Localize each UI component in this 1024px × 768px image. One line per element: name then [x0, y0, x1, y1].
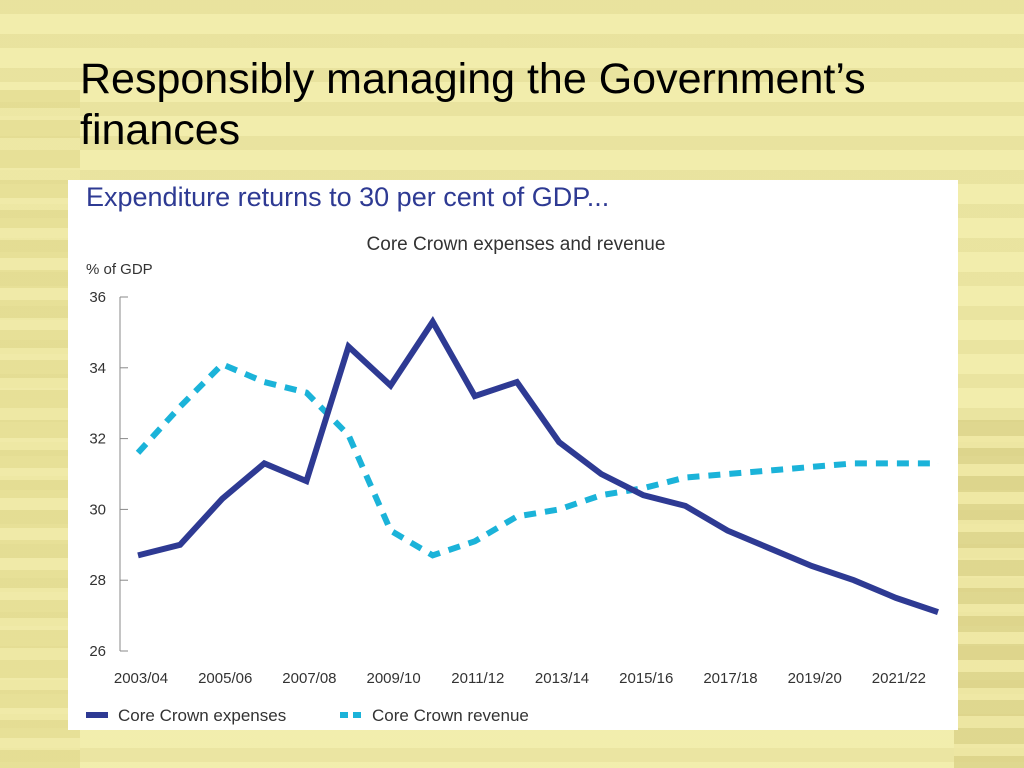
- x-tick-label: 2005/06: [198, 670, 252, 687]
- chart-title: Core Crown expenses and revenue: [367, 234, 666, 255]
- legend-label: Core Crown expenses: [118, 706, 286, 725]
- y-axis-label: % of GDP: [86, 261, 153, 278]
- series-line-expenses: [137, 316, 939, 615]
- axes: 26 28 30 32 34 36 2003/04 2005/06 2007/08 2009/10…: [89, 289, 926, 687]
- series-line-revenue: [135, 360, 938, 559]
- x-tick-label: 2021/22: [872, 670, 926, 687]
- x-tick-label: 2007/08: [282, 670, 336, 687]
- x-tick-label: 2003/04: [114, 670, 168, 687]
- x-tick-label: 2019/20: [788, 670, 842, 687]
- legend-label: Core Crown revenue: [372, 706, 529, 725]
- slide-title: Responsibly managing the Government’s fi…: [80, 55, 866, 154]
- x-tick-label: 2009/10: [367, 670, 421, 687]
- y-tick-label: 30: [89, 501, 106, 518]
- chart-panel: [68, 180, 958, 730]
- x-tick-label: 2017/18: [703, 670, 757, 687]
- chart-heading: Expenditure returns to 30 per cent of GD…: [86, 182, 610, 212]
- y-tick-label: 34: [89, 360, 106, 377]
- background-building-left: [0, 90, 80, 768]
- x-tick-label: 2015/16: [619, 670, 673, 687]
- y-tick-label: 32: [89, 431, 106, 448]
- x-tick-label: 2011/12: [451, 670, 504, 687]
- background-building-right: [954, 420, 1024, 768]
- legend: Core Crown expenses Core Crown revenue: [86, 706, 529, 725]
- series-layer: [135, 316, 939, 615]
- y-tick-label: 36: [89, 289, 106, 306]
- y-tick-label: 26: [89, 643, 106, 660]
- y-tick-label: 28: [89, 572, 106, 589]
- x-tick-label: 2013/14: [535, 670, 589, 687]
